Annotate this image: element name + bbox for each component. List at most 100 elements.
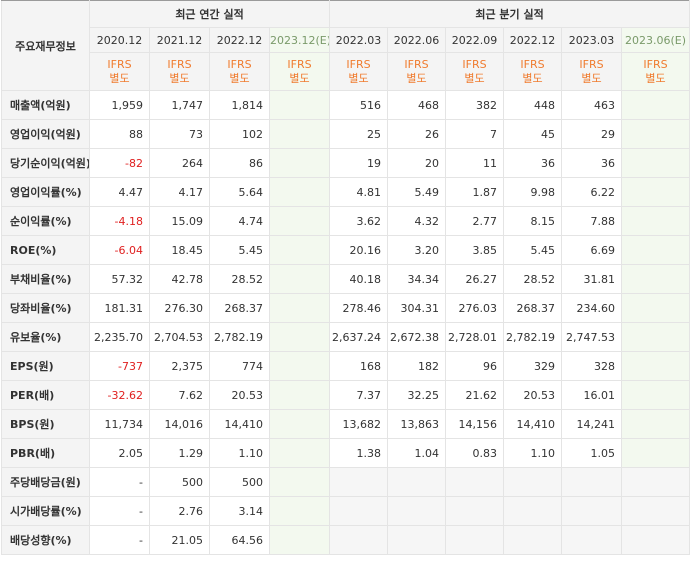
row-label: 유보율(%) — [1, 322, 90, 352]
table-row: 당좌비율(%) 181.31 276.30 268.37 278.46 304.31 276… — [1, 293, 690, 323]
quarterly-value: 448 — [503, 90, 563, 120]
annual-value: 102 — [209, 119, 270, 149]
annual-value: 64.56 — [209, 525, 270, 555]
annual-value: 7.62 — [149, 380, 210, 410]
financial-rows: 매출액(억원) 1,959 1,747 1,814 516 468 382 448 463 영업이… — [1, 90, 690, 555]
ifrs-label: IFRS 별도 — [561, 52, 623, 91]
annual-value: 2,782.19 — [209, 322, 270, 352]
quarterly-value: 96 — [445, 351, 505, 381]
annual-value: -6.04 — [89, 235, 150, 265]
quarterly-value: 7 — [445, 119, 505, 149]
quarterly-value: 14,156 — [445, 409, 505, 439]
row-label: 매출액(억원) — [1, 90, 90, 120]
annual-value: -82 — [89, 148, 150, 178]
table-row: 영업이익(억원) 88 73 102 25 26 7 45 29 — [1, 119, 690, 149]
table-row: 매출액(억원) 1,959 1,747 1,814 516 468 382 448 463 — [1, 90, 690, 120]
quarterly-value: 463 — [561, 90, 623, 120]
annual-value — [268, 380, 331, 410]
annual-value: 5.64 — [209, 177, 270, 207]
quarterly-value: 9.98 — [503, 177, 563, 207]
ifrs-standard: IFRS — [107, 57, 132, 71]
annual-value — [268, 90, 331, 120]
quarterly-value: 36 — [561, 148, 623, 178]
annual-value: 3.14 — [209, 496, 270, 526]
quarterly-value: 1.38 — [329, 438, 389, 468]
annual-value — [268, 264, 331, 294]
quarterly-value: 11 — [445, 148, 505, 178]
ifrs-type: 별도 — [581, 71, 602, 85]
quarterly-value: 20.16 — [329, 235, 389, 265]
period-label: 2021.12 — [149, 27, 210, 53]
annual-value — [268, 322, 331, 352]
ifrs-type: 별도 — [522, 71, 543, 85]
empty-cell — [329, 467, 389, 497]
quarterly-value: 168 — [329, 351, 389, 381]
quarterly-value: 40.18 — [329, 264, 389, 294]
period-label: 2022.12 — [209, 27, 270, 53]
ifrs-standard: IFRS — [462, 57, 487, 71]
row-label: 부채비율(%) — [1, 264, 90, 294]
annual-value: 2,704.53 — [149, 322, 210, 352]
table-row: ROE(%) -6.04 18.45 5.45 20.16 3.20 3.85 5.45 6.6… — [1, 235, 690, 265]
quarterly-value: 29 — [561, 119, 623, 149]
empty-cell — [329, 525, 389, 555]
ifrs-label: IFRS 별도 — [149, 52, 210, 91]
period-label: 2022.09 — [445, 27, 505, 53]
quarterly-value: 8.15 — [503, 206, 563, 236]
ifrs-standard: IFRS — [643, 57, 668, 71]
annual-value: 88 — [89, 119, 150, 149]
annual-value: 500 — [149, 467, 210, 497]
row-label: 당기순이익(억원) — [1, 148, 90, 178]
quarterly-header: 최근 분기 실적 — [329, 0, 690, 28]
annual-value: - — [89, 496, 150, 526]
annual-value — [268, 148, 331, 178]
quarterly-value: 7.37 — [329, 380, 389, 410]
annual-value: - — [89, 525, 150, 555]
annual-value: 15.09 — [149, 206, 210, 236]
quarterly-value: 4.81 — [329, 177, 389, 207]
ifrs-type: 별도 — [229, 71, 250, 85]
empty-cell — [503, 496, 563, 526]
table-row: PER(배) -32.62 7.62 20.53 7.37 32.25 21.62 20.53… — [1, 380, 690, 410]
ifrs-type: 별도 — [464, 71, 485, 85]
quarterly-value: 1.87 — [445, 177, 505, 207]
quarterly-value: 4.32 — [387, 206, 447, 236]
annual-value — [268, 351, 331, 381]
annual-value: 28.52 — [209, 264, 270, 294]
table-row: EPS(원) -737 2,375 774 168 182 96 329 328 — [1, 351, 690, 381]
table-row: 영업이익률(%) 4.47 4.17 5.64 4.81 5.49 1.87 9.98 6.22 — [1, 177, 690, 207]
table-row: 주당배당금(원) -500 500 — [1, 467, 690, 497]
quarterly-value — [621, 148, 690, 178]
quarterly-value — [621, 409, 690, 439]
empty-cell — [387, 525, 447, 555]
quarterly-value: 32.25 — [387, 380, 447, 410]
annual-value: 21.05 — [149, 525, 210, 555]
empty-cell — [561, 525, 623, 555]
period-label: 2020.12 — [89, 27, 150, 53]
quarterly-value: 34.34 — [387, 264, 447, 294]
annual-value: 1.10 — [209, 438, 270, 468]
annual-value: 276.30 — [149, 293, 210, 323]
table-row: 부채비율(%) 57.32 42.78 28.52 40.18 34.34 26.27 28.… — [1, 264, 690, 294]
quarterly-value: 31.81 — [561, 264, 623, 294]
table-row: 시가배당률(%) -2.76 3.14 — [1, 496, 690, 526]
empty-cell — [621, 467, 690, 497]
quarterly-value — [621, 438, 690, 468]
annual-value: 86 — [209, 148, 270, 178]
ifrs-label: IFRS 별도 — [621, 52, 690, 91]
annual-value: 11,734 — [89, 409, 150, 439]
annual-value: 1,814 — [209, 90, 270, 120]
annual-value: -4.18 — [89, 206, 150, 236]
empty-cell — [561, 496, 623, 526]
ifrs-label: IFRS 별도 — [445, 52, 505, 91]
table-row: 당기순이익(억원) -82 264 86 19 20 11 36 36 — [1, 148, 690, 178]
annual-value: 1,959 — [89, 90, 150, 120]
annual-value: 1,747 — [149, 90, 210, 120]
financial-summary-table: 주요재무정보 최근 연간 실적 최근 분기 실적 2020.12 2021.12 2… — [1, 0, 690, 555]
ifrs-type: 별도 — [406, 71, 427, 85]
annual-value: 14,016 — [149, 409, 210, 439]
ifrs-standard: IFRS — [167, 57, 192, 71]
annual-value — [268, 177, 331, 207]
empty-cell — [621, 496, 690, 526]
quarterly-value: 276.03 — [445, 293, 505, 323]
